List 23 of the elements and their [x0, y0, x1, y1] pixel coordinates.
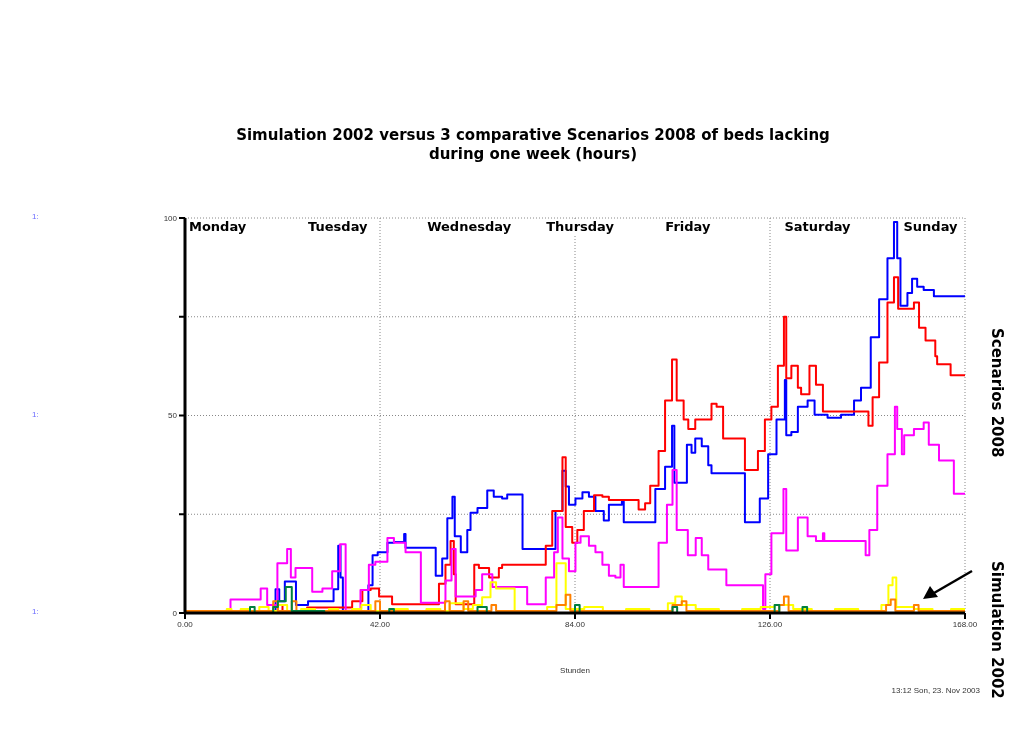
annotation: Thursday — [546, 219, 614, 234]
x-tick-label: 168.00 — [952, 619, 978, 629]
x-axis-title: Stunden — [560, 666, 590, 675]
y-tick-label: 0 — [172, 608, 178, 618]
text: 1: — [32, 607, 39, 616]
text: 1: — [32, 409, 39, 419]
text: 1: — [32, 212, 39, 221]
x-tick-label: 0.00 — [177, 619, 194, 629]
x-tick-label: 84.00 — [564, 619, 586, 629]
annotation: Tuesday — [308, 219, 368, 234]
annotation: Friday — [665, 219, 711, 234]
text: Scenarios 2008 — [988, 328, 1006, 458]
annotation: Sunday — [903, 219, 958, 234]
y-tick-label: 100 — [163, 213, 178, 223]
annotation: Wednesday — [427, 219, 512, 234]
text: Simulation 2002 — [988, 561, 1006, 699]
annotation: Monday — [189, 219, 247, 234]
chart-title: Simulation 2002 versus 3 comparative Scenarios 2008 of beds lacking during one week (hours) — [235, 126, 831, 164]
x-tick-label: 42.00 — [369, 619, 391, 629]
y-tick-label: 50 — [168, 411, 178, 421]
annotation: Saturday — [784, 219, 851, 234]
text: 13:12 Son, 23. Nov 2003 — [891, 686, 980, 695]
x-tick-label: 126.00 — [757, 619, 783, 629]
